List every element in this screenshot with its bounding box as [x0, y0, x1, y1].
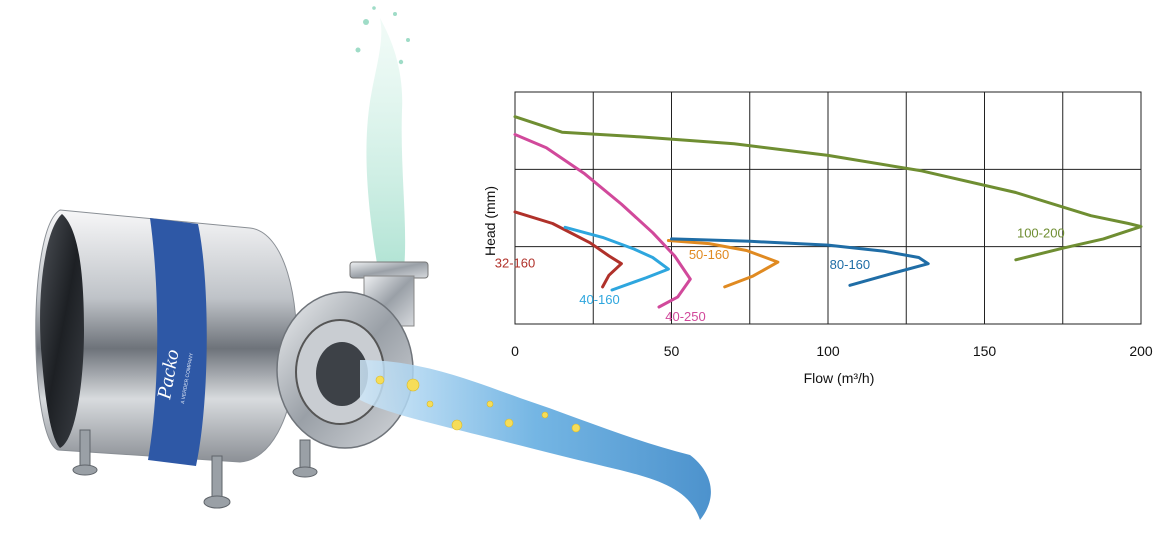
series-line-80-160 — [670, 237, 930, 287]
pump-illustration: Packo A VERDER COMPANY — [35, 6, 711, 520]
pump-inlet-bore — [316, 342, 368, 406]
series-label-40-160: 40-160 — [579, 292, 619, 307]
series-label-40-250: 40-250 — [665, 309, 705, 324]
x-axis-title: Flow (m³/h) — [804, 370, 875, 386]
series-line-50-160 — [666, 239, 780, 289]
chart-series-group: 32-160 40-160 40-250 50-160 80-160 100-200 — [495, 115, 1143, 324]
x-tick-label: 50 — [664, 343, 680, 359]
water-bubbles — [375, 375, 581, 433]
pump-feet — [72, 429, 318, 509]
series-label-80-160: 80-160 — [830, 257, 870, 272]
x-tick-label: 100 — [816, 343, 840, 359]
series-line-40-160 — [563, 225, 670, 292]
series-label-32-160: 32-160 — [495, 256, 535, 271]
series-line-40-250 — [513, 133, 692, 309]
y-axis-title: Head (mm) — [482, 186, 498, 256]
performance-chart: 32-160 40-160 40-250 50-160 80-160 100-200 0 5… — [482, 91, 1153, 386]
series-line-100-200 — [513, 115, 1143, 262]
water-jet-out — [360, 360, 711, 520]
x-tick-label: 0 — [511, 343, 519, 359]
series-line-32-160 — [513, 210, 623, 289]
series-label-50-160: 50-160 — [689, 247, 729, 262]
x-tick-label: 150 — [973, 343, 997, 359]
water-jet-up — [366, 18, 406, 270]
motor-face — [40, 214, 84, 448]
water-splash-up — [355, 6, 410, 65]
brand-band — [148, 218, 207, 466]
chart-x-ticks: 0 50 100 150 200 — [511, 343, 1153, 359]
x-tick-label: 200 — [1129, 343, 1153, 359]
series-label-100-200: 100-200 — [1017, 225, 1065, 240]
chart-grid — [514, 91, 1142, 325]
